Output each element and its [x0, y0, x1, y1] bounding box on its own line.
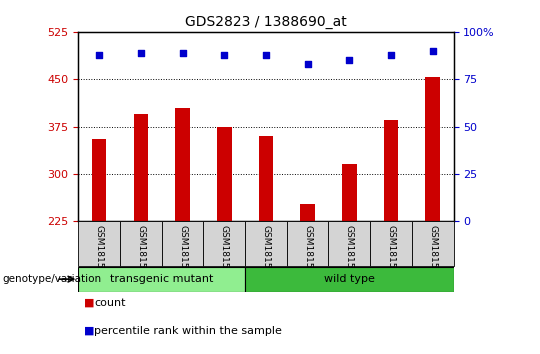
- Bar: [300, 204, 315, 221]
- Point: [95, 52, 104, 57]
- Text: GSM181539: GSM181539: [178, 225, 187, 280]
- Point: [261, 52, 270, 57]
- Bar: [133, 114, 148, 221]
- Bar: [412, 221, 454, 266]
- Bar: [78, 267, 245, 292]
- Point: [345, 57, 354, 63]
- Bar: [287, 221, 328, 266]
- Text: GSM181538: GSM181538: [136, 225, 145, 280]
- Bar: [259, 136, 273, 221]
- Bar: [245, 267, 454, 292]
- Text: count: count: [94, 298, 126, 308]
- Title: GDS2823 / 1388690_at: GDS2823 / 1388690_at: [185, 16, 347, 29]
- Text: transgenic mutant: transgenic mutant: [110, 274, 213, 284]
- Text: wild type: wild type: [324, 274, 375, 284]
- Bar: [384, 120, 399, 221]
- Text: GSM181537: GSM181537: [94, 225, 104, 280]
- Point: [387, 52, 395, 57]
- Text: percentile rank within the sample: percentile rank within the sample: [94, 326, 282, 336]
- Bar: [204, 221, 245, 266]
- Text: GSM181540: GSM181540: [220, 225, 229, 280]
- Point: [137, 50, 145, 56]
- Bar: [92, 139, 106, 221]
- Bar: [328, 221, 370, 266]
- Bar: [176, 108, 190, 221]
- Text: GSM181545: GSM181545: [428, 225, 437, 280]
- Text: ■: ■: [84, 298, 94, 308]
- Bar: [426, 77, 440, 221]
- Text: GSM181542: GSM181542: [303, 225, 312, 280]
- Text: ■: ■: [84, 326, 94, 336]
- Bar: [161, 221, 204, 266]
- Bar: [370, 221, 412, 266]
- Text: GSM181543: GSM181543: [345, 225, 354, 280]
- Text: GSM181544: GSM181544: [387, 225, 395, 280]
- Text: genotype/variation: genotype/variation: [3, 274, 102, 284]
- Point: [428, 48, 437, 53]
- Point: [178, 50, 187, 56]
- Bar: [78, 221, 120, 266]
- Point: [303, 61, 312, 67]
- Bar: [120, 221, 161, 266]
- Bar: [342, 164, 356, 221]
- Bar: [245, 221, 287, 266]
- Text: GSM181541: GSM181541: [261, 225, 271, 280]
- Point: [220, 52, 228, 57]
- Bar: [217, 127, 232, 221]
